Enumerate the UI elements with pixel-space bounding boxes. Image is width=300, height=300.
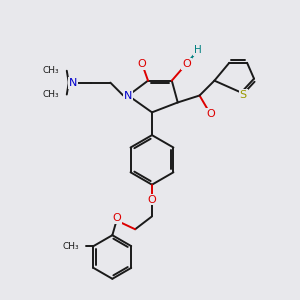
Text: N: N [124, 91, 132, 100]
Text: S: S [240, 89, 247, 100]
Text: O: O [182, 59, 191, 69]
Text: O: O [148, 194, 156, 205]
Text: O: O [138, 59, 146, 69]
Text: O: O [206, 109, 215, 119]
Text: CH₃: CH₃ [42, 66, 59, 75]
Text: N: N [68, 78, 77, 88]
Text: O: O [112, 213, 121, 224]
Text: CH₃: CH₃ [63, 242, 80, 250]
Text: H: H [194, 45, 201, 55]
Text: CH₃: CH₃ [42, 90, 59, 99]
